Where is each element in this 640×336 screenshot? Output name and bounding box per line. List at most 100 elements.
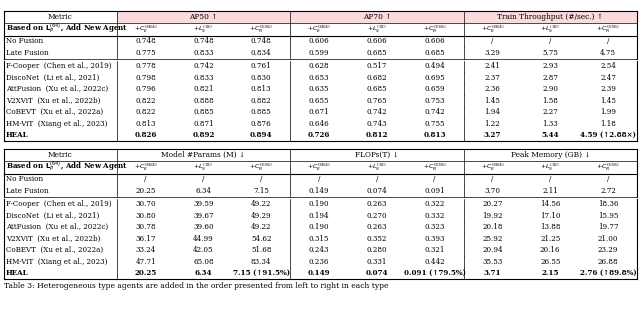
Text: 0.517: 0.517 <box>367 62 387 70</box>
Text: 25.92: 25.92 <box>483 235 502 243</box>
Bar <box>290 149 463 161</box>
Text: Metric: Metric <box>48 13 73 21</box>
Text: 0.682: 0.682 <box>367 74 387 82</box>
Text: 0.798: 0.798 <box>135 74 156 82</box>
Text: 2.76 (↑89.8%): 2.76 (↑89.8%) <box>580 269 636 277</box>
Text: V2XViT  (Xu et al., 2022b): V2XViT (Xu et al., 2022b) <box>6 97 100 105</box>
Text: 15.95: 15.95 <box>598 212 618 220</box>
Text: +$C_E^{(384)}$: +$C_E^{(384)}$ <box>307 161 331 173</box>
Text: 0.190: 0.190 <box>308 223 330 231</box>
Text: 19.77: 19.77 <box>598 223 618 231</box>
Text: Based on $\mathbf{L}_P^{(64)}$, Add New Agent: Based on $\mathbf{L}_P^{(64)}$, Add New … <box>6 22 128 36</box>
Text: 0.685: 0.685 <box>367 49 387 57</box>
Text: 23.29: 23.29 <box>598 246 618 254</box>
Text: Late Fusion: Late Fusion <box>6 187 49 195</box>
Text: 1.58: 1.58 <box>542 97 558 105</box>
Bar <box>463 149 637 161</box>
Text: 20.16: 20.16 <box>540 246 561 254</box>
Text: 6.34: 6.34 <box>195 187 211 195</box>
Text: 0.726: 0.726 <box>308 131 330 139</box>
Text: 0.352: 0.352 <box>367 235 387 243</box>
Text: CoBEVT  (Xu et al., 2022a): CoBEVT (Xu et al., 2022a) <box>6 108 103 116</box>
Text: HEAL: HEAL <box>6 131 29 139</box>
Text: 2.39: 2.39 <box>600 85 616 93</box>
Text: 0.659: 0.659 <box>424 85 445 93</box>
Text: HM-ViT  (Xiang et al., 2023): HM-ViT (Xiang et al., 2023) <box>6 258 108 266</box>
Text: +$C_E^{(384)}$: +$C_E^{(384)}$ <box>134 23 157 35</box>
Text: 0.775: 0.775 <box>135 49 156 57</box>
Text: F-Cooper  (Chen et al., 2019): F-Cooper (Chen et al., 2019) <box>6 200 111 208</box>
Text: +$L_S^{(32)}$: +$L_S^{(32)}$ <box>367 23 387 35</box>
Text: 2.93: 2.93 <box>542 62 558 70</box>
Bar <box>116 11 290 23</box>
Text: AttFusion  (Xu et al., 2022c): AttFusion (Xu et al., 2022c) <box>6 223 108 231</box>
Text: 2.37: 2.37 <box>484 74 500 82</box>
Text: 1.94: 1.94 <box>484 108 500 116</box>
Text: 0.653: 0.653 <box>308 74 329 82</box>
Text: +$C_R^{(336)}$: +$C_R^{(336)}$ <box>249 23 273 35</box>
Text: 0.748: 0.748 <box>193 37 214 45</box>
Text: +$C_R^{(336)}$: +$C_R^{(336)}$ <box>249 161 273 173</box>
Text: /: / <box>318 175 320 183</box>
Text: 3.29: 3.29 <box>484 49 500 57</box>
Text: 0.331: 0.331 <box>367 258 387 266</box>
Text: 0.796: 0.796 <box>135 85 156 93</box>
Text: 1.45: 1.45 <box>484 97 500 105</box>
Text: Model #Params (M) ↓: Model #Params (M) ↓ <box>161 151 246 159</box>
Text: F-Cooper  (Chen et al., 2019): F-Cooper (Chen et al., 2019) <box>6 62 111 70</box>
Text: 0.833: 0.833 <box>193 74 214 82</box>
Text: /: / <box>607 37 609 45</box>
Text: 0.323: 0.323 <box>424 223 445 231</box>
Text: 0.822: 0.822 <box>135 97 156 105</box>
Text: 65.08: 65.08 <box>193 258 214 266</box>
Text: 0.606: 0.606 <box>308 37 330 45</box>
Text: 1.22: 1.22 <box>484 120 500 128</box>
Text: 0.270: 0.270 <box>367 212 387 220</box>
Text: 0.888: 0.888 <box>193 97 214 105</box>
Text: 0.685: 0.685 <box>367 85 387 93</box>
Text: 0.765: 0.765 <box>367 97 387 105</box>
Text: 2.27: 2.27 <box>542 108 558 116</box>
Text: 39.60: 39.60 <box>193 223 214 231</box>
Bar <box>463 11 637 23</box>
Text: 44.99: 44.99 <box>193 235 214 243</box>
Text: 0.494: 0.494 <box>424 62 445 70</box>
Text: 2.36: 2.36 <box>484 85 500 93</box>
Text: 19.92: 19.92 <box>482 212 502 220</box>
Text: 1.45: 1.45 <box>600 97 616 105</box>
Text: +$C_E^{(384)}$: +$C_E^{(384)}$ <box>481 23 504 35</box>
Text: Metric: Metric <box>48 151 73 159</box>
Text: 30.70: 30.70 <box>135 200 156 208</box>
Text: 1.33: 1.33 <box>543 120 558 128</box>
Text: 0.332: 0.332 <box>424 212 445 220</box>
Text: 4.75: 4.75 <box>600 49 616 57</box>
Text: 47.71: 47.71 <box>135 258 156 266</box>
Text: +$C_E^{(384)}$: +$C_E^{(384)}$ <box>134 161 157 173</box>
Text: Late Fusion: Late Fusion <box>6 49 49 57</box>
Text: 0.871: 0.871 <box>193 120 214 128</box>
Text: 0.074: 0.074 <box>365 269 388 277</box>
Text: /: / <box>607 175 609 183</box>
Text: 20.94: 20.94 <box>482 246 503 254</box>
Text: 0.813: 0.813 <box>135 120 156 128</box>
Text: +$C_E^{(384)}$: +$C_E^{(384)}$ <box>307 23 331 35</box>
Text: 7.15: 7.15 <box>253 187 269 195</box>
Text: /: / <box>433 175 436 183</box>
Text: 30.78: 30.78 <box>135 223 156 231</box>
Text: 42.05: 42.05 <box>193 246 214 254</box>
Text: 0.091 (↑79.5%): 0.091 (↑79.5%) <box>404 269 465 277</box>
Text: 51.68: 51.68 <box>251 246 271 254</box>
Text: 0.695: 0.695 <box>424 74 445 82</box>
Text: 83.34: 83.34 <box>251 258 271 266</box>
Text: /: / <box>145 175 147 183</box>
Text: 21.25: 21.25 <box>540 235 561 243</box>
Text: 18.36: 18.36 <box>598 200 618 208</box>
Text: 4.59 (↑2.88×): 4.59 (↑2.88×) <box>580 131 636 139</box>
Text: 0.074: 0.074 <box>367 187 387 195</box>
Text: 0.885: 0.885 <box>193 108 214 116</box>
Text: FLOPs(T) ↓: FLOPs(T) ↓ <box>355 151 399 159</box>
Text: /: / <box>492 175 493 183</box>
Text: 0.321: 0.321 <box>424 246 445 254</box>
Text: 39.59: 39.59 <box>193 200 214 208</box>
Text: +$L_S^{(32)}$: +$L_S^{(32)}$ <box>193 161 214 173</box>
